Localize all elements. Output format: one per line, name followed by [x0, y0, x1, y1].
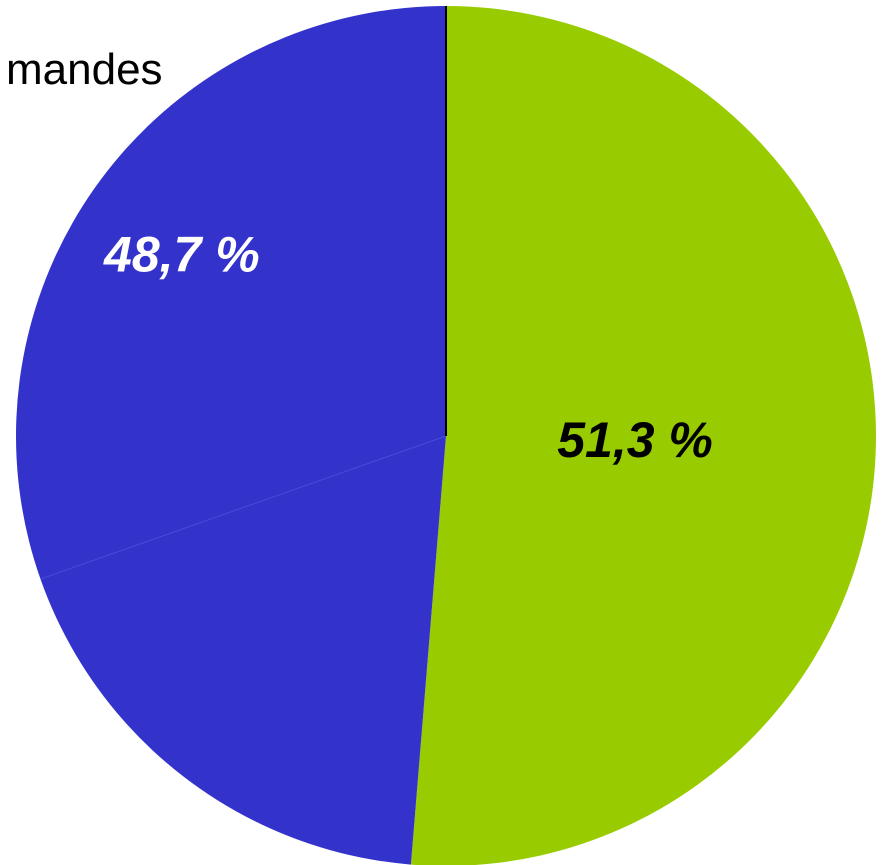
- cropped-caption-text: mandes: [6, 45, 163, 94]
- slice-inner-edge: [40, 435, 447, 580]
- slice-value-label-1: 51,3 %: [557, 412, 713, 468]
- pie-slice-2: [15, 6, 447, 865]
- slice-value-label-2: 48,7 %: [103, 227, 260, 283]
- pie-slices: [15, 6, 876, 865]
- pie-slice-1: [410, 6, 876, 865]
- pie-labels: 51,3 % 48,7 %: [103, 227, 713, 468]
